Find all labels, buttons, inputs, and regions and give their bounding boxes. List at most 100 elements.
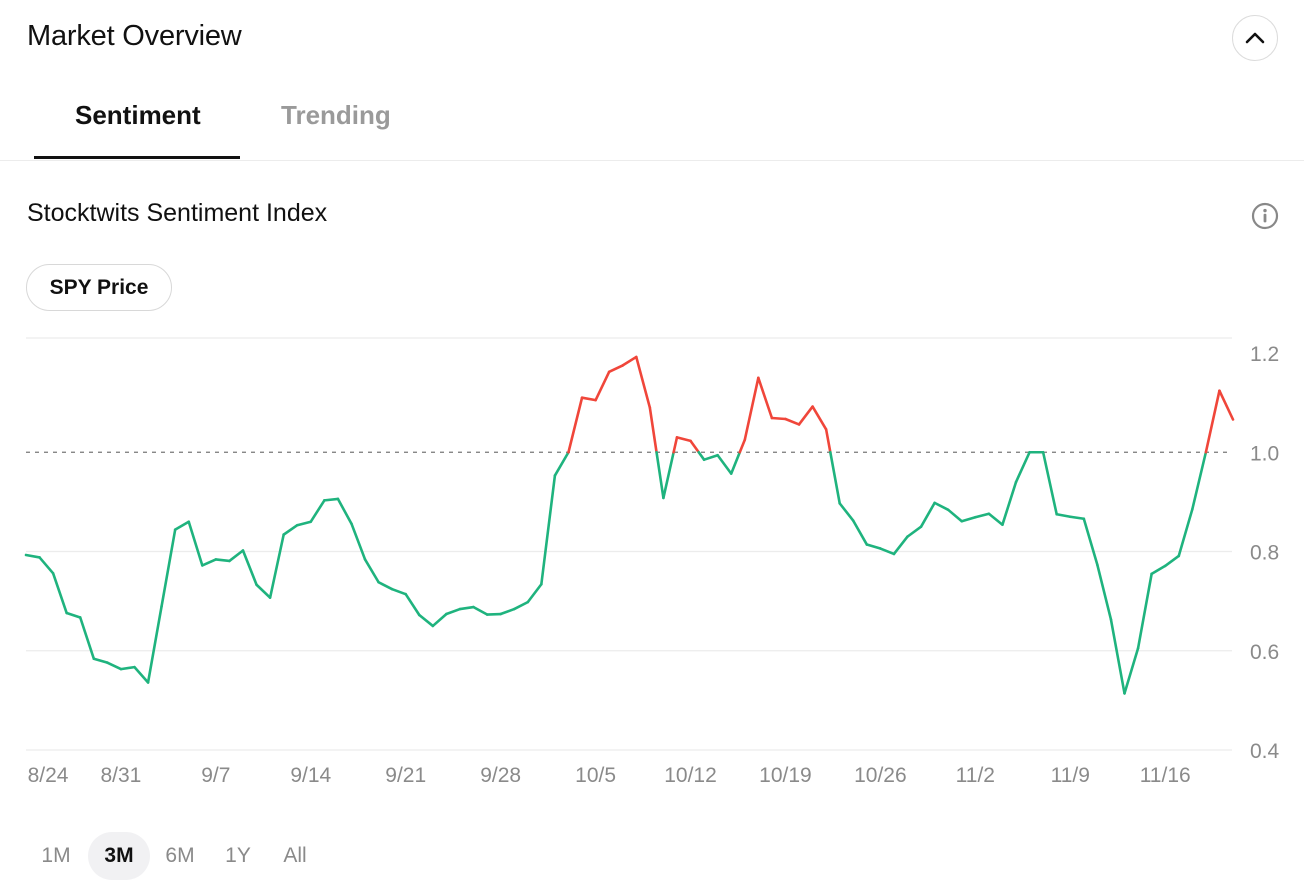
line-segment bbox=[255, 583, 272, 599]
line-segment bbox=[417, 613, 435, 628]
tab-sentiment[interactable]: Sentiment bbox=[75, 100, 201, 130]
line-segment bbox=[472, 605, 489, 616]
line-segment bbox=[78, 616, 96, 660]
chart-title: Stocktwits Sentiment Index bbox=[27, 199, 328, 227]
panel-title: Market Overview bbox=[27, 20, 242, 52]
x-tick-label: 9/14 bbox=[290, 764, 331, 787]
range-button-all[interactable]: All bbox=[283, 844, 307, 867]
line-segment bbox=[892, 535, 909, 556]
line-segment bbox=[987, 512, 1004, 527]
line-segment bbox=[811, 405, 828, 431]
line-segment bbox=[675, 436, 692, 443]
line-segment bbox=[201, 558, 218, 567]
line-segment bbox=[906, 525, 923, 538]
x-tick-label: 8/31 bbox=[100, 764, 141, 787]
line-segment bbox=[241, 549, 258, 587]
line-segment bbox=[919, 501, 936, 528]
x-tick-label: 9/21 bbox=[385, 764, 426, 787]
line-segment bbox=[946, 508, 964, 523]
line-segment bbox=[702, 453, 719, 461]
tab-bar: Sentiment Trending bbox=[0, 86, 1304, 161]
line-segment bbox=[51, 572, 68, 615]
range-button-6m[interactable]: 6M bbox=[165, 844, 195, 867]
line-segment bbox=[634, 355, 652, 409]
grid-lines bbox=[26, 337, 1232, 751]
line-segment bbox=[282, 523, 299, 536]
line-segment bbox=[377, 580, 394, 591]
line-segment bbox=[655, 450, 665, 500]
line-segment bbox=[960, 515, 977, 523]
line-segment bbox=[716, 453, 733, 475]
x-tick-label: 11/16 bbox=[1140, 764, 1191, 787]
line-segment bbox=[146, 604, 163, 684]
line-segment bbox=[106, 661, 123, 671]
line-segment bbox=[1218, 389, 1235, 421]
line-segment bbox=[594, 370, 611, 402]
line-segment bbox=[65, 611, 82, 619]
line-segment bbox=[1082, 517, 1099, 567]
line-segment bbox=[92, 657, 109, 664]
active-tab-indicator bbox=[34, 156, 240, 159]
line-segment bbox=[1191, 450, 1208, 511]
line-segment bbox=[512, 600, 530, 611]
line-segment bbox=[1014, 450, 1031, 484]
line-segment bbox=[770, 416, 787, 421]
line-segment bbox=[1150, 564, 1167, 576]
x-tick-label: 10/19 bbox=[759, 764, 812, 787]
y-tick-label: 1.2 bbox=[1250, 343, 1279, 366]
y-tick-label: 1.0 bbox=[1250, 442, 1279, 465]
line-segment bbox=[784, 417, 801, 426]
line-segment bbox=[404, 592, 421, 617]
line-segment bbox=[1041, 450, 1058, 516]
spy-price-toggle[interactable]: SPY Price bbox=[26, 264, 172, 311]
line-segment bbox=[1204, 389, 1221, 454]
range-button-1y[interactable]: 1Y bbox=[225, 844, 251, 867]
line-segment bbox=[662, 450, 675, 500]
range-button-3m[interactable]: 3M bbox=[88, 832, 150, 880]
line-segment bbox=[119, 665, 136, 671]
line-segment bbox=[173, 520, 191, 531]
line-segment bbox=[838, 502, 855, 523]
x-tick-label: 9/28 bbox=[480, 764, 521, 787]
sentiment-line bbox=[24, 355, 1235, 695]
line-segment bbox=[431, 612, 448, 628]
range-button-1m[interactable]: 1M bbox=[41, 844, 71, 867]
line-segment bbox=[621, 355, 638, 367]
line-segment bbox=[851, 519, 869, 546]
line-segment bbox=[648, 406, 658, 454]
line-segment bbox=[350, 522, 367, 561]
info-icon[interactable] bbox=[1251, 202, 1279, 230]
x-axis-ticks: 8/24 8/31 9/7 9/14 9/21 9/28 10/5 10/12 10/19 10/… bbox=[28, 764, 1191, 787]
y-tick-label: 0.8 bbox=[1250, 542, 1279, 565]
line-segment bbox=[672, 436, 679, 454]
line-segment bbox=[757, 376, 774, 420]
line-segment bbox=[729, 450, 742, 475]
x-tick-label: 8/24 bbox=[28, 764, 69, 787]
line-segment bbox=[933, 501, 950, 512]
x-tick-label: 10/5 bbox=[575, 764, 616, 787]
line-segment bbox=[1136, 572, 1153, 650]
line-segment bbox=[295, 520, 313, 527]
line-segment bbox=[829, 450, 842, 505]
line-segment bbox=[445, 607, 462, 616]
line-segment bbox=[336, 497, 353, 526]
line-segment bbox=[1177, 508, 1194, 558]
line-segment bbox=[797, 405, 814, 426]
line-segment bbox=[540, 474, 557, 586]
x-tick-label: 9/7 bbox=[201, 764, 230, 787]
line-segment bbox=[1001, 480, 1018, 527]
line-segment bbox=[580, 396, 597, 402]
line-segment bbox=[458, 605, 475, 611]
line-segment bbox=[499, 607, 516, 616]
line-segment bbox=[553, 450, 570, 477]
y-axis-ticks: 1.2 1.0 0.8 0.6 0.4 bbox=[1250, 343, 1280, 763]
line-segment bbox=[689, 439, 701, 454]
line-segment bbox=[38, 556, 55, 575]
line-segment bbox=[974, 512, 991, 519]
line-segment bbox=[567, 396, 584, 454]
tab-trending[interactable]: Trending bbox=[281, 100, 391, 130]
line-segment bbox=[228, 549, 245, 563]
collapse-button[interactable] bbox=[1232, 15, 1278, 61]
line-segment bbox=[214, 558, 231, 563]
